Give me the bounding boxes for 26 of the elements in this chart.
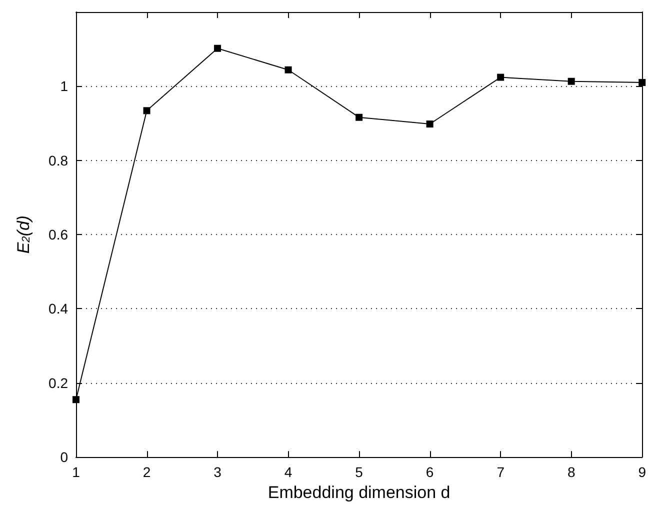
point [426, 120, 434, 128]
x-axis-title: Embedding dimension d [268, 483, 450, 502]
x-tick-label: 9 [638, 464, 646, 480]
y-tick-label: 1 [60, 78, 68, 94]
y-tick-label: 0.6 [48, 226, 68, 243]
x-tick-label: 2 [142, 464, 151, 480]
x-tick-label: 3 [214, 464, 222, 480]
point [638, 78, 646, 86]
point [143, 107, 150, 114]
point [284, 66, 292, 74]
x-tick-label: 7 [496, 464, 505, 480]
x-tick-label: 5 [355, 464, 364, 480]
y-tick-label: 0.8 [48, 152, 68, 168]
x-tick-label: 6 [426, 464, 434, 480]
y-tick-label: 0 [60, 449, 68, 466]
point [72, 396, 80, 404]
point [568, 78, 575, 85]
y-tick-label: 0.4 [48, 300, 68, 317]
x-tick-label: 8 [567, 464, 576, 480]
point [214, 44, 222, 52]
y-tick-label: 0.2 [48, 374, 68, 391]
x-tick-label: 4 [284, 464, 292, 480]
point [356, 114, 363, 121]
point [497, 74, 504, 81]
y-axis-title: E2(d) [14, 215, 33, 254]
x-tick-label: 1 [72, 464, 80, 480]
